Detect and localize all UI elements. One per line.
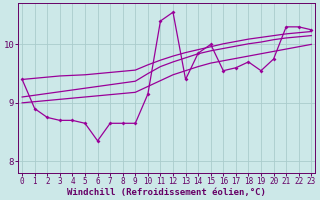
X-axis label: Windchill (Refroidissement éolien,°C): Windchill (Refroidissement éolien,°C) [67, 188, 266, 197]
